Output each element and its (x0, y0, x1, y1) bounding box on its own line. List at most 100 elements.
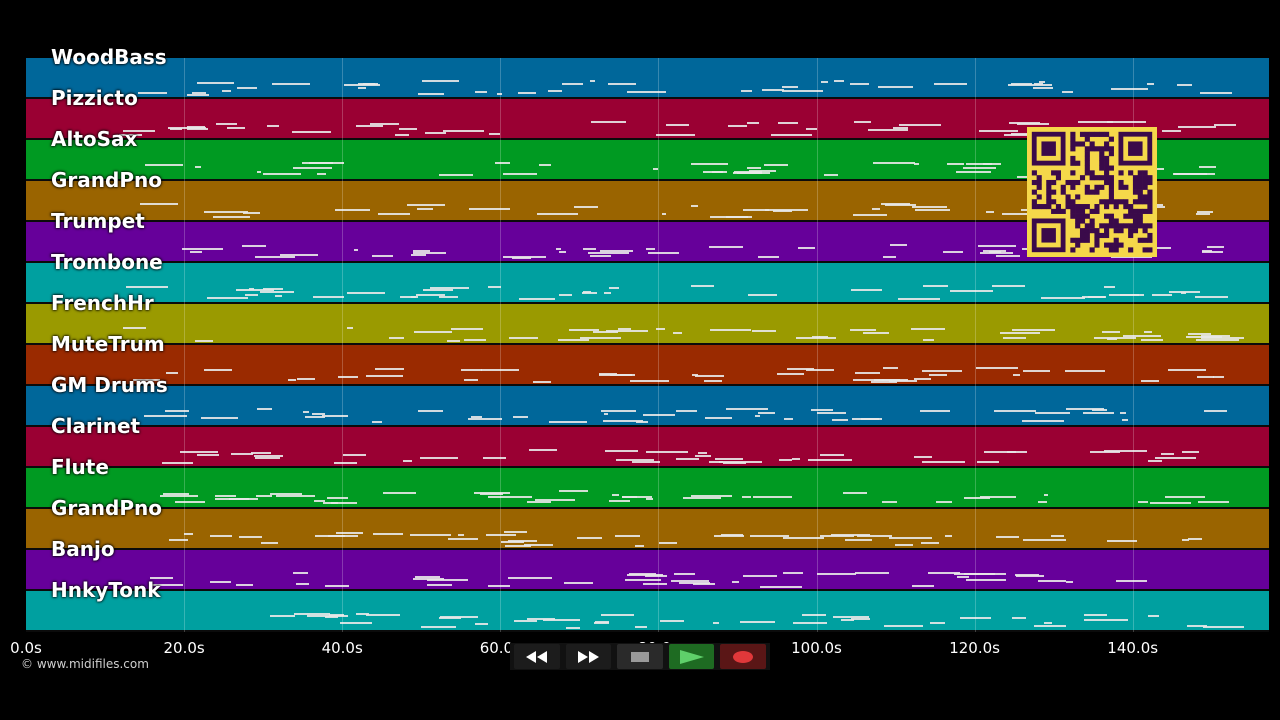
note (942, 250, 963, 253)
note (143, 414, 188, 417)
note (407, 203, 445, 206)
note (605, 449, 638, 452)
note (635, 544, 645, 547)
note (279, 254, 318, 257)
note (642, 582, 667, 585)
note (438, 295, 458, 298)
note (824, 173, 839, 176)
note (446, 339, 460, 342)
note (161, 462, 193, 465)
note (159, 495, 198, 498)
note (930, 622, 945, 624)
note (741, 496, 751, 499)
note (412, 251, 446, 254)
note (656, 134, 695, 137)
note (923, 285, 949, 288)
note (602, 419, 644, 422)
note (626, 90, 666, 93)
note (496, 92, 502, 95)
note (270, 615, 295, 618)
note (482, 456, 507, 459)
note (1119, 411, 1126, 414)
note (784, 418, 794, 421)
stop-button[interactable] (617, 644, 663, 669)
note (853, 121, 871, 124)
note (201, 416, 239, 419)
gridline (1132, 58, 1134, 632)
note (580, 337, 622, 340)
note (559, 250, 567, 253)
note (1197, 501, 1230, 504)
note (1195, 339, 1240, 342)
track-lane (26, 386, 1269, 427)
note (617, 327, 632, 330)
note (195, 339, 214, 342)
note (658, 541, 678, 544)
note (353, 249, 359, 252)
note (798, 246, 816, 249)
note (758, 412, 775, 415)
note (518, 297, 556, 300)
note (929, 374, 948, 376)
note (818, 335, 828, 338)
note (524, 544, 553, 547)
play-button[interactable] (668, 644, 715, 669)
note (253, 454, 283, 457)
note (1148, 459, 1163, 462)
note (532, 380, 551, 383)
note (592, 331, 619, 334)
gridline (184, 58, 186, 632)
note (682, 496, 722, 499)
note (165, 372, 179, 375)
note (1187, 625, 1207, 628)
note (1168, 291, 1201, 294)
note (1087, 295, 1107, 298)
note (297, 378, 316, 381)
note (721, 534, 744, 537)
note (636, 421, 649, 424)
note (442, 129, 484, 132)
note (508, 337, 538, 340)
note (840, 619, 855, 622)
note (150, 583, 184, 586)
note (488, 286, 502, 289)
note (383, 492, 416, 495)
note (805, 128, 818, 131)
track-lane (26, 345, 1269, 386)
note (250, 452, 271, 455)
fast-forward-button[interactable] (565, 644, 612, 669)
note (322, 415, 349, 418)
note (746, 167, 761, 170)
record-button[interactable] (720, 644, 766, 669)
note (1002, 337, 1026, 340)
note (872, 207, 881, 210)
note (863, 331, 889, 334)
note (877, 85, 913, 88)
piano-roll[interactable] (26, 58, 1269, 632)
note (1146, 82, 1155, 85)
note (599, 372, 618, 375)
note (415, 293, 445, 296)
note (267, 125, 280, 128)
note (739, 621, 776, 624)
note (132, 379, 160, 382)
track-name: HnkyTonk (51, 578, 161, 602)
note (325, 585, 350, 588)
note (1101, 331, 1120, 334)
note (582, 248, 596, 250)
note (976, 460, 999, 463)
note (1122, 418, 1129, 421)
note (426, 579, 469, 582)
note (691, 285, 714, 288)
note (646, 497, 653, 500)
note (309, 162, 345, 165)
note (1147, 615, 1160, 618)
note (1044, 622, 1052, 625)
note (1043, 493, 1049, 496)
rewind-button[interactable] (514, 644, 560, 669)
note (475, 623, 489, 626)
note (1006, 450, 1028, 453)
note (1008, 84, 1052, 87)
note (1021, 420, 1065, 423)
note (1066, 408, 1105, 411)
